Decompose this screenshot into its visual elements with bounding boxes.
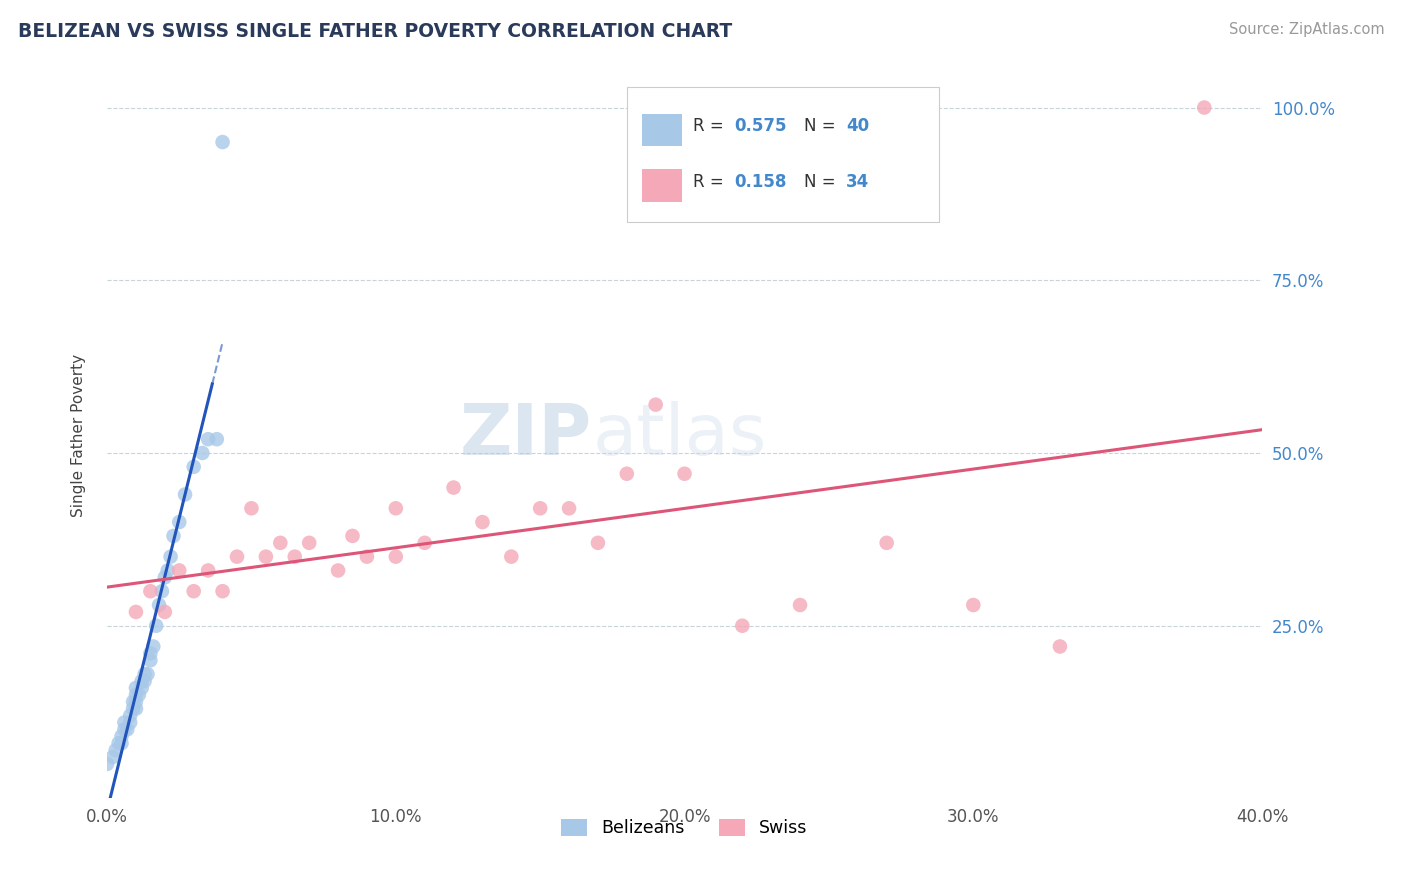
Point bbox=[136, 667, 159, 681]
Point bbox=[962, 598, 984, 612]
Point bbox=[122, 701, 145, 715]
Point bbox=[1049, 640, 1071, 654]
Point bbox=[139, 584, 162, 599]
Point bbox=[211, 135, 233, 149]
Point bbox=[125, 688, 148, 702]
Text: ZIP: ZIP bbox=[460, 401, 592, 470]
Point bbox=[153, 605, 176, 619]
Point bbox=[125, 605, 148, 619]
Text: BELIZEAN VS SWISS SINGLE FATHER POVERTY CORRELATION CHART: BELIZEAN VS SWISS SINGLE FATHER POVERTY … bbox=[18, 22, 733, 41]
Point bbox=[789, 598, 811, 612]
Point bbox=[298, 536, 321, 550]
FancyBboxPatch shape bbox=[641, 113, 682, 146]
Point bbox=[139, 646, 162, 660]
Legend: Belizeans, Swiss: Belizeans, Swiss bbox=[554, 812, 814, 844]
Point bbox=[125, 701, 148, 715]
Point bbox=[644, 398, 666, 412]
Point bbox=[131, 681, 153, 695]
FancyBboxPatch shape bbox=[641, 169, 682, 202]
Text: N =: N = bbox=[803, 173, 841, 191]
Point bbox=[326, 564, 349, 578]
Text: 34: 34 bbox=[846, 173, 869, 191]
Point bbox=[101, 750, 124, 764]
Point bbox=[159, 549, 181, 564]
Point bbox=[142, 640, 165, 654]
Point bbox=[153, 570, 176, 584]
Point bbox=[443, 481, 465, 495]
Point bbox=[558, 501, 581, 516]
Point bbox=[529, 501, 551, 516]
Point bbox=[385, 501, 408, 516]
Point bbox=[131, 673, 153, 688]
Point bbox=[134, 667, 156, 681]
Point bbox=[112, 723, 135, 737]
Point bbox=[471, 515, 494, 529]
Point bbox=[120, 715, 142, 730]
Point bbox=[120, 708, 142, 723]
Point bbox=[122, 695, 145, 709]
Point bbox=[110, 736, 132, 750]
Point bbox=[586, 536, 609, 550]
Text: atlas: atlas bbox=[592, 401, 766, 470]
Point bbox=[128, 688, 150, 702]
Point bbox=[413, 536, 436, 550]
Y-axis label: Single Father Poverty: Single Father Poverty bbox=[72, 354, 86, 517]
Point bbox=[269, 536, 291, 550]
Point bbox=[117, 723, 139, 737]
Point bbox=[167, 564, 190, 578]
Point bbox=[150, 584, 173, 599]
Point bbox=[125, 695, 148, 709]
Point bbox=[673, 467, 696, 481]
Point bbox=[342, 529, 364, 543]
Point bbox=[156, 564, 179, 578]
Point bbox=[107, 736, 129, 750]
Text: 40: 40 bbox=[846, 117, 869, 135]
Text: N =: N = bbox=[803, 117, 841, 135]
Point bbox=[876, 536, 898, 550]
Point bbox=[240, 501, 263, 516]
Point bbox=[616, 467, 638, 481]
Point bbox=[385, 549, 408, 564]
Point bbox=[211, 584, 233, 599]
Point bbox=[501, 549, 523, 564]
Point bbox=[145, 619, 167, 633]
Point bbox=[125, 681, 148, 695]
Point bbox=[162, 529, 184, 543]
Text: 0.158: 0.158 bbox=[734, 173, 786, 191]
Point bbox=[205, 432, 228, 446]
Point bbox=[174, 487, 197, 501]
Point bbox=[183, 459, 205, 474]
Text: R =: R = bbox=[693, 173, 728, 191]
Text: 0.575: 0.575 bbox=[734, 117, 787, 135]
Point bbox=[226, 549, 249, 564]
Point bbox=[191, 446, 214, 460]
Point bbox=[254, 549, 277, 564]
Point bbox=[167, 515, 190, 529]
Point bbox=[134, 673, 156, 688]
Text: Source: ZipAtlas.com: Source: ZipAtlas.com bbox=[1229, 22, 1385, 37]
Point bbox=[284, 549, 307, 564]
Point bbox=[1194, 101, 1216, 115]
Point bbox=[731, 619, 754, 633]
Point bbox=[148, 598, 170, 612]
Text: R =: R = bbox=[693, 117, 728, 135]
Point bbox=[110, 729, 132, 743]
FancyBboxPatch shape bbox=[627, 87, 939, 222]
Point bbox=[356, 549, 378, 564]
Point bbox=[183, 584, 205, 599]
Point bbox=[96, 756, 118, 771]
Point bbox=[139, 653, 162, 667]
Point bbox=[197, 432, 219, 446]
Point bbox=[112, 715, 135, 730]
Point bbox=[104, 743, 127, 757]
Point bbox=[197, 564, 219, 578]
